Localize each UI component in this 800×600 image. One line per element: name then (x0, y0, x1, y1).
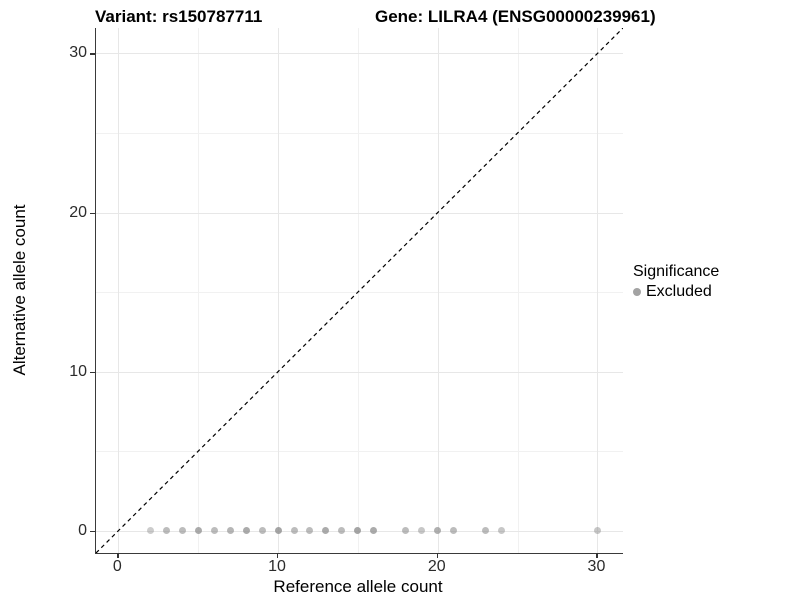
major-gridline (437, 28, 439, 553)
scatter-point (242, 527, 250, 535)
x-tick-label: 30 (587, 558, 606, 575)
x-tick-label: 0 (112, 558, 122, 575)
identity-dashed-line (96, 28, 623, 553)
y-tick-label: 30 (69, 44, 87, 62)
legend-item-label: Excluded (646, 283, 712, 300)
scatter-point (162, 527, 170, 535)
scatter-point (482, 527, 490, 535)
minor-gridline (517, 28, 519, 553)
legend-title: Significance (633, 263, 720, 280)
scatter-point (290, 527, 298, 535)
scatter-point (258, 527, 266, 535)
scatter-point (322, 527, 330, 535)
excluded-point-icon (633, 288, 641, 296)
legend-item-excluded: Excluded (633, 283, 719, 301)
scatter-point (274, 527, 282, 535)
y-tick-mark (90, 53, 95, 55)
major-gridline (597, 28, 599, 553)
major-gridline (278, 28, 280, 553)
y-tick-mark (90, 371, 95, 374)
x-tick-label: 20 (427, 558, 446, 575)
scatter-point (354, 527, 362, 535)
major-gridline (118, 28, 120, 553)
minor-gridline (96, 292, 623, 294)
scatter-point (498, 527, 506, 535)
minor-gridline (96, 133, 623, 134)
scatter-point (370, 527, 378, 535)
y-tick-mark (90, 530, 95, 533)
variant-title: Variant: rs150787711 (95, 7, 263, 26)
y-tick-label: 20 (69, 203, 87, 221)
x-tick-mark (436, 553, 439, 558)
major-gridline (96, 371, 623, 373)
minor-gridline (198, 28, 200, 553)
y-axis-title: Alternative allele count (10, 204, 29, 376)
scatter-point (226, 527, 234, 535)
major-gridline (96, 212, 623, 214)
scatter-point (418, 527, 426, 535)
y-tick-label: 10 (69, 362, 87, 380)
x-axis-title: Reference allele count (273, 577, 443, 596)
x-tick-mark (277, 553, 279, 558)
scatter-point (593, 527, 601, 535)
legend: Significance Excluded (633, 263, 719, 301)
x-tick-mark (117, 553, 119, 558)
major-gridline (96, 53, 623, 55)
minor-gridline (96, 451, 623, 453)
y-tick-label: 0 (78, 521, 87, 539)
scatter-point (194, 527, 202, 535)
plot-panel (95, 28, 623, 554)
gene-title: Gene: LILRA4 (ENSG00000239961) (375, 7, 656, 26)
scatter-point (210, 527, 218, 535)
scatter-point (178, 527, 186, 535)
scatter-point (450, 527, 458, 535)
x-tick-mark (596, 553, 598, 558)
minor-gridline (357, 28, 359, 553)
scatter-point (402, 527, 410, 535)
y-tick-mark (90, 212, 95, 214)
scatter-point (338, 527, 346, 535)
x-tick-label: 10 (268, 558, 286, 575)
scatter-point (434, 527, 442, 535)
scatter-point (306, 527, 314, 535)
scatter-point (146, 527, 154, 535)
